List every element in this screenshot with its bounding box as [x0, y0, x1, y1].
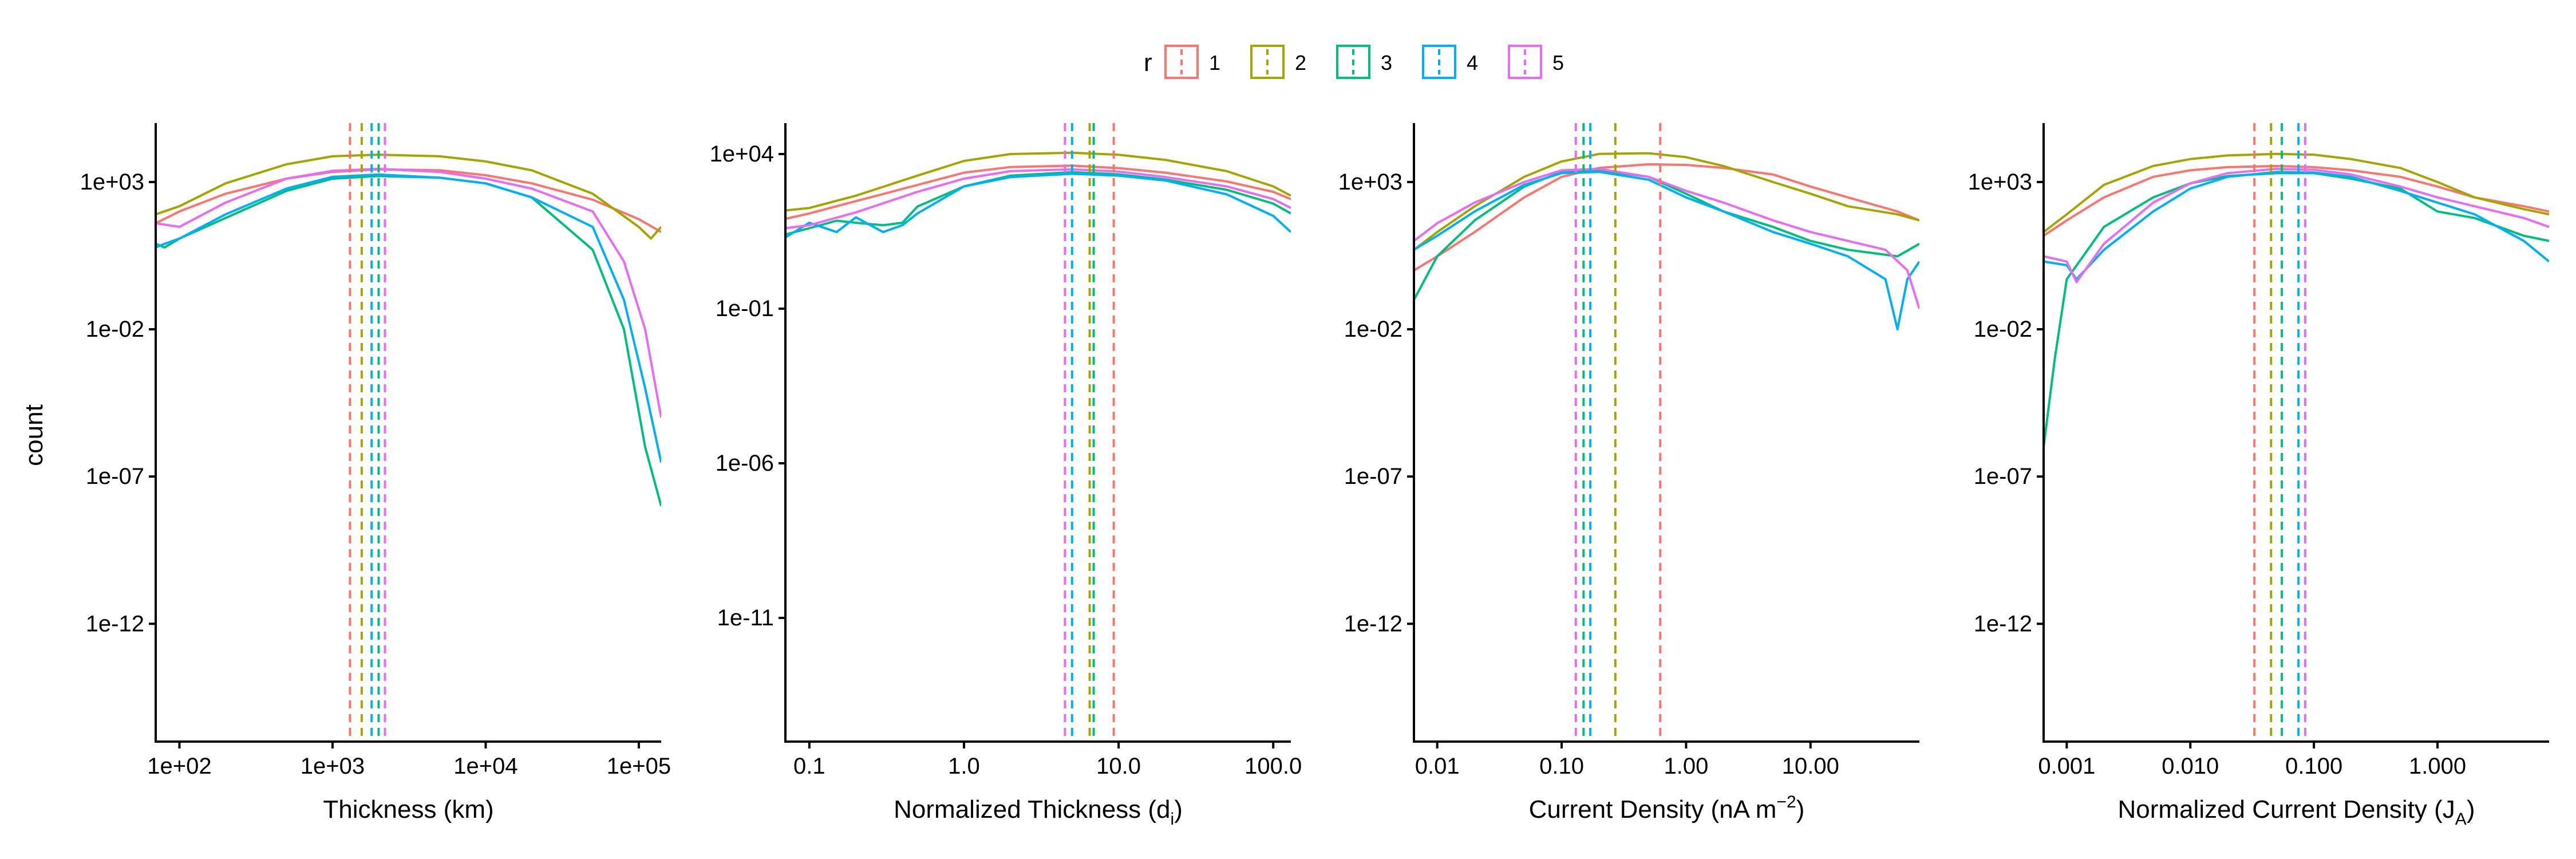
legend-label: 5 [1552, 51, 1564, 74]
panel-3: 1e+03 1e-02 1e-07 1e-12 0.01 0.10 1.00 10.00 Cur… [1338, 123, 1919, 823]
y-tick-label: 1e-12 [1974, 611, 2032, 636]
y-tick-label: 1e-07 [86, 464, 144, 489]
y-tick-label: 1e+03 [1968, 170, 2032, 195]
y-tick-label: 1e-12 [86, 611, 144, 636]
series-line-4 [1414, 171, 1919, 330]
legend-item-4: 4 [1422, 45, 1478, 79]
series-line-2 [1414, 152, 1919, 251]
legend-label: 2 [1295, 51, 1306, 74]
y-tick-label: 1e-12 [1344, 611, 1402, 636]
y-tick-label: 1e-02 [1344, 317, 1402, 342]
x-axis-label: Normalized Thickness (di) [894, 795, 1183, 829]
series-line-5 [156, 167, 661, 418]
x-tick-label: 1.000 [2409, 754, 2466, 779]
series-line-5 [785, 168, 1291, 230]
legend-key-box [1336, 45, 1370, 79]
series-curves [1414, 123, 1919, 742]
x-tick-label: 0.1 [793, 754, 825, 779]
x-tick-label: 1e+02 [147, 754, 211, 779]
y-tick-label: 1e-11 [717, 605, 774, 631]
series-curves [156, 123, 661, 742]
x-tick-label: 1.0 [948, 754, 980, 779]
x-tick-label: 0.001 [2038, 754, 2095, 779]
legend-item-5: 5 [1508, 45, 1564, 79]
x-tick-label: 1e+03 [301, 754, 365, 779]
x-tick-label: 1e+04 [453, 754, 517, 779]
x-tick-label: 10.0 [1096, 754, 1141, 779]
y-tick-label: 1e+04 [710, 141, 774, 167]
series-line-3 [1414, 169, 1919, 301]
legend-item-2: 2 [1250, 45, 1306, 79]
y-tick-label: 1e-07 [1974, 464, 2032, 489]
series-line-5 [2044, 167, 2549, 283]
y-tick-label: 1e-07 [1344, 464, 1402, 489]
legend-key-box [1422, 45, 1456, 79]
x-tick-label: 0.01 [1415, 754, 1460, 779]
series-line-4 [156, 173, 661, 463]
legend-item-1: 1 [1164, 45, 1220, 79]
series-line-3 [2044, 172, 2549, 447]
y-axis-label: count [20, 404, 48, 466]
panel-4: 1e+03 1e-02 1e-07 1e-12 0.001 0.010 0.100 1.000… [1968, 123, 2549, 829]
series-line-1 [785, 164, 1291, 220]
legend-key-box [1164, 45, 1199, 79]
x-tick-label: 0.10 [1539, 754, 1584, 779]
x-axis-label: Thickness (km) [323, 795, 493, 823]
panel-1: 1e+03 1e-02 1e-07 1e-12 1e+02 1e+03 1e+04 1e+05… [80, 123, 671, 823]
legend-label: 4 [1467, 51, 1478, 74]
series-line-2 [785, 151, 1291, 212]
legend-label: 1 [1209, 51, 1220, 74]
legend-key-box [1508, 45, 1542, 79]
x-tick-label: 0.010 [2162, 754, 2219, 779]
legend-title: r [1144, 49, 1152, 77]
x-tick-label: 1e+05 [607, 754, 671, 779]
y-tick-label: 1e-01 [716, 296, 774, 321]
series-line-4 [785, 172, 1291, 239]
series-line-2 [156, 153, 661, 240]
x-tick-label: 0.100 [2285, 754, 2342, 779]
x-tick-label: 1.00 [1664, 754, 1708, 779]
y-tick-label: 1e-06 [716, 451, 774, 476]
y-tick-label: 1e+03 [1338, 170, 1402, 195]
x-axis-label: Normalized Current Density (JA) [2118, 795, 2475, 829]
legend: r 1 2 3 4 5 [1144, 45, 1564, 79]
series-curves [2044, 123, 2549, 742]
x-axis-label: Current Density (nA m−2) [1529, 793, 1805, 823]
y-tick-label: 1e-02 [86, 317, 144, 342]
y-tick-label: 1e-02 [1974, 317, 2032, 342]
panels: 1e+03 1e-02 1e-07 1e-12 1e+02 1e+03 1e+04 1e+05… [80, 123, 2549, 829]
x-tick-label: 10.00 [1782, 754, 1839, 779]
series-curves [785, 123, 1291, 742]
series-line-1 [1414, 163, 1919, 271]
y-tick-label: 1e+03 [80, 170, 144, 195]
series-line-5 [1414, 167, 1919, 309]
legend-key-box [1250, 45, 1285, 79]
legend-item-3: 3 [1336, 45, 1392, 79]
legend-label: 3 [1381, 51, 1392, 74]
panel-2: 1e+04 1e-01 1e-06 1e-11 0.1 1.0 10.0 100.0 Norma… [710, 123, 1302, 829]
series-line-2 [2044, 152, 2549, 233]
x-tick-label: 100.0 [1244, 754, 1302, 779]
